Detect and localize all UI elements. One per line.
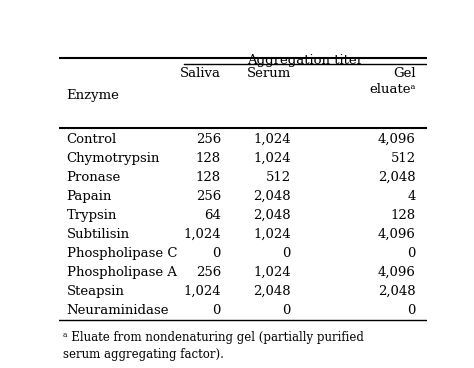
Text: 128: 128 [196,152,221,165]
Text: 0: 0 [212,247,221,260]
Text: 256: 256 [196,190,221,203]
Text: 0: 0 [212,304,221,317]
Text: 4,096: 4,096 [378,266,416,279]
Text: 0: 0 [407,304,416,317]
Text: 0: 0 [283,304,291,317]
Text: Enzyme: Enzyme [66,89,119,103]
Text: 128: 128 [196,171,221,184]
Text: 2,048: 2,048 [378,285,416,298]
Text: 4: 4 [407,190,416,203]
Text: 1,024: 1,024 [183,285,221,298]
Text: 128: 128 [391,209,416,222]
Text: Papain: Papain [66,190,112,203]
Text: 512: 512 [391,152,416,165]
Text: 64: 64 [204,209,221,222]
Text: 0: 0 [283,247,291,260]
Text: Serum: Serum [246,67,291,80]
Text: Subtilisin: Subtilisin [66,228,130,241]
Text: Phospholipase C: Phospholipase C [66,247,177,260]
Text: 1,024: 1,024 [253,152,291,165]
Text: Pronase: Pronase [66,171,121,184]
Text: Chymotrypsin: Chymotrypsin [66,152,160,165]
Text: 0: 0 [407,247,416,260]
Text: 1,024: 1,024 [253,228,291,241]
Text: 2,048: 2,048 [253,190,291,203]
Text: 1,024: 1,024 [183,228,221,241]
Text: 4,096: 4,096 [378,228,416,241]
Text: Neuraminidase: Neuraminidase [66,304,169,317]
Text: ᵃ Eluate from nondenaturing gel (partially purified
serum aggregating factor).: ᵃ Eluate from nondenaturing gel (partial… [63,331,364,361]
Text: Trypsin: Trypsin [66,209,117,222]
Text: 2,048: 2,048 [378,171,416,184]
Text: Phospholipase A: Phospholipase A [66,266,177,279]
Text: 2,048: 2,048 [253,209,291,222]
Text: 512: 512 [265,171,291,184]
Text: Gel
eluateᵃ: Gel eluateᵃ [369,67,416,96]
Text: 4,096: 4,096 [378,133,416,146]
Text: 2,048: 2,048 [253,285,291,298]
Text: Aggregation titer: Aggregation titer [247,54,364,67]
Text: Control: Control [66,133,117,146]
Text: 1,024: 1,024 [253,266,291,279]
Text: 256: 256 [196,266,221,279]
Text: Saliva: Saliva [180,67,221,80]
Text: 256: 256 [196,133,221,146]
Text: Steapsin: Steapsin [66,285,125,298]
Text: 1,024: 1,024 [253,133,291,146]
